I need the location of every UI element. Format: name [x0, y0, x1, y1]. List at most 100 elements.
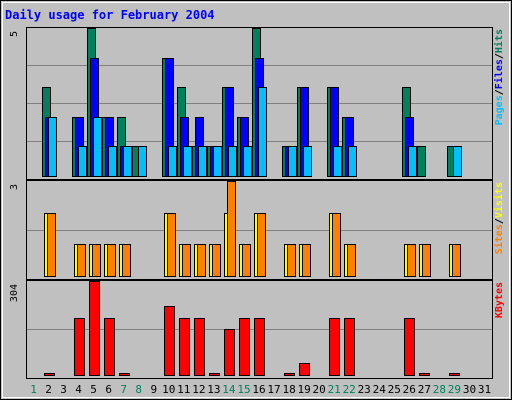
bar-kbytes-day-18: [284, 373, 295, 376]
day-label-31: 31: [478, 383, 491, 396]
day-label-16: 16: [252, 383, 265, 396]
bar-kbytes-day-21: [329, 318, 340, 376]
legend-entry: Sites: [493, 224, 505, 254]
legend-entry: /: [494, 89, 505, 95]
legend-entry: Files: [493, 59, 505, 89]
bar-kbytes-day-14: [224, 329, 235, 376]
day-label-30: 30: [463, 383, 476, 396]
bar-pages-day-29: [453, 146, 462, 177]
bar-sites-day-19: [302, 244, 311, 277]
day-label-11: 11: [177, 383, 190, 396]
bar-sites-day-29: [452, 244, 461, 277]
panel-legend: Pages/Files/Hits: [493, 29, 505, 125]
day-label-15: 15: [237, 383, 250, 396]
bar-sites-day-7: [122, 244, 131, 277]
bar-pages-day-7: [123, 146, 132, 177]
bar-kbytes-day-13: [209, 373, 220, 376]
bar-pages-day-21: [333, 146, 342, 177]
bar-kbytes-day-15: [239, 318, 250, 376]
bar-pages-day-22: [348, 146, 357, 177]
day-label-29: 29: [448, 383, 461, 396]
bar-sites-day-18: [287, 244, 296, 277]
day-label-20: 20: [312, 383, 325, 396]
day-label-6: 6: [105, 383, 112, 396]
bar-sites-day-10: [167, 213, 176, 277]
bar-sites-day-13: [212, 244, 221, 277]
bar-kbytes-day-5: [89, 281, 100, 376]
bar-kbytes-day-22: [344, 318, 355, 376]
day-label-25: 25: [388, 383, 401, 396]
bar-pages-day-5: [93, 117, 102, 177]
day-label-7: 7: [120, 383, 127, 396]
bar-pages-day-11: [183, 146, 192, 177]
bar-pages-day-2: [48, 117, 57, 177]
day-label-19: 19: [297, 383, 310, 396]
bar-sites-day-2: [47, 213, 56, 277]
bar-hits-day-27: [417, 146, 426, 177]
bar-kbytes-day-29: [449, 373, 460, 376]
visits-panel: 3 Sites/Visits: [9, 180, 505, 280]
legend-entry: KBytes: [494, 282, 505, 318]
day-label-17: 17: [267, 383, 280, 396]
bar-sites-day-12: [197, 244, 206, 277]
bar-pages-day-6: [108, 146, 117, 177]
bar-sites-day-27: [422, 244, 431, 277]
bar-sites-day-21: [332, 213, 341, 277]
bar-kbytes-day-12: [194, 318, 205, 376]
bar-sites-day-22: [347, 244, 356, 277]
bar-sites-day-26: [407, 244, 416, 277]
day-label-12: 12: [192, 383, 205, 396]
day-label-14: 14: [222, 383, 236, 396]
bar-pages-day-10: [168, 146, 177, 177]
bar-pages-day-4: [78, 146, 87, 177]
bar-kbytes-day-11: [179, 318, 190, 376]
legend-entry: /: [494, 53, 505, 59]
day-label-1: 1: [30, 383, 37, 396]
bar-pages-day-15: [243, 146, 252, 177]
bar-sites-day-15: [242, 244, 251, 277]
bar-pages-day-19: [303, 146, 312, 177]
day-label-23: 23: [358, 383, 371, 396]
hits-panel: 5 Pages/Files/Hits: [9, 27, 505, 180]
legend-entry: Pages: [494, 95, 505, 125]
bar-sites-day-5: [92, 244, 101, 277]
day-label-28: 28: [433, 383, 446, 396]
bar-kbytes-day-19: [299, 363, 310, 376]
day-label-9: 9: [150, 383, 157, 396]
bar-kbytes-day-2: [44, 373, 55, 376]
bar-kbytes-day-10: [164, 306, 175, 376]
bar-kbytes-day-6: [104, 318, 115, 376]
day-label-10: 10: [162, 383, 175, 396]
y-max-label: 3: [9, 184, 20, 190]
legend-entry: /: [494, 218, 505, 224]
day-label-18: 18: [282, 383, 295, 396]
bar-pages-day-12: [198, 146, 207, 177]
bar-pages-day-26: [408, 146, 417, 177]
day-axis-labels: 1 2 3 4 5 6 7 8 9 10 11 12 13 14 15 16 17 18 19 20 21 22 23 24 2…: [30, 383, 491, 396]
bar-pages-day-18: [288, 146, 297, 177]
bar-kbytes-day-26: [404, 318, 415, 376]
day-label-22: 22: [343, 383, 356, 396]
bar-kbytes-day-27: [419, 373, 430, 376]
chart-title: Daily usage for February 2004: [5, 8, 215, 22]
day-label-4: 4: [75, 383, 82, 396]
kbytes-panel: 304 KBytes: [9, 280, 505, 379]
day-label-21: 21: [328, 383, 341, 396]
day-label-8: 8: [135, 383, 142, 396]
bar-sites-day-6: [107, 244, 116, 277]
day-label-24: 24: [373, 383, 387, 396]
bar-kbytes-day-4: [74, 318, 85, 376]
bar-pages-day-13: [213, 146, 222, 177]
panel-legend: Sites/Visits: [493, 182, 505, 254]
day-label-26: 26: [403, 383, 416, 396]
y-max-label: 5: [9, 31, 20, 37]
day-label-2: 2: [45, 383, 52, 396]
bar-sites-day-11: [182, 244, 191, 277]
panel-legend: KBytes: [494, 282, 505, 318]
legend-entry: Visits: [493, 182, 505, 218]
bar-sites-day-16: [257, 213, 266, 277]
bar-pages-day-16: [258, 87, 267, 177]
